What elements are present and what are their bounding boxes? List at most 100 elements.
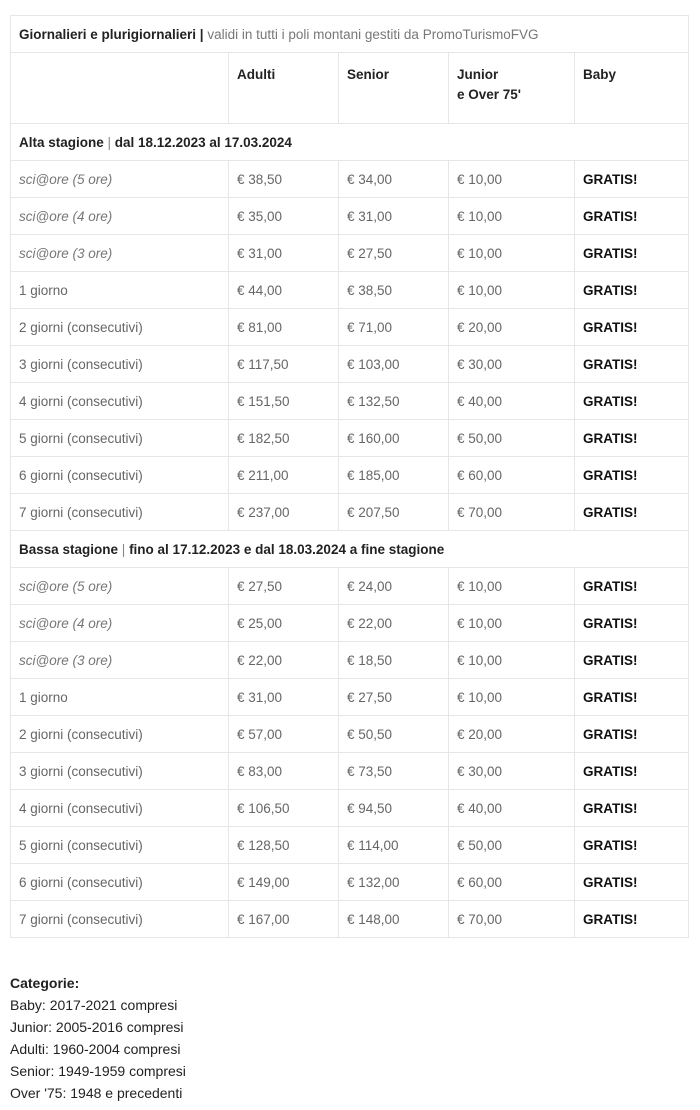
ticket-type: sci@ore (5 ore) [10,160,229,198]
price-senior: € 132,00 [338,863,449,901]
price-adulti: € 83,00 [228,752,339,790]
header-baby: Baby [573,52,690,124]
price-baby: GRATIS! [573,493,690,531]
price-junior: € 40,00 [448,789,575,827]
price-baby: GRATIS! [573,308,690,346]
header-row: Adulti Senior Junior e Over 75' Baby [10,52,690,124]
price-junior: € 40,00 [448,382,575,420]
price-table: Giornalieri e plurigiornalieri | validi … [9,15,690,938]
ticket-type: 7 giorni (consecutivi) [10,493,229,531]
table-title-row: Giornalieri e plurigiornalieri | validi … [9,15,690,53]
price-baby: GRATIS! [573,826,690,864]
price-junior: € 60,00 [448,863,575,901]
category-item: Over '75: 1948 e precedenti [10,1085,183,1101]
price-adulti: € 22,00 [228,641,339,679]
price-baby: GRATIS! [573,160,690,198]
section-label: Alta stagione [19,134,104,150]
price-junior: € 30,00 [448,345,575,383]
category-item: Senior: 1949-1959 compresi [10,1063,186,1079]
price-senior: € 207,50 [338,493,449,531]
table-row: 6 giorni (consecutivi) € 211,00 € 185,00 € … [10,456,690,494]
table-row: 7 giorni (consecutivi) € 167,00 € 148,00 € … [10,900,690,938]
ticket-type: sci@ore (3 ore) [10,234,229,272]
price-adulti: € 38,50 [228,160,339,198]
price-junior: € 10,00 [448,234,575,272]
price-baby: GRATIS! [573,234,690,272]
table-row: 5 giorni (consecutivi) € 128,50 € 114,00 € … [10,826,690,864]
table-row: 2 giorni (consecutivi) € 81,00 € 71,00 € 20… [10,308,690,346]
price-senior: € 103,00 [338,345,449,383]
price-senior: € 34,00 [338,160,449,198]
price-adulti: € 182,50 [228,419,339,457]
ticket-type: 4 giorni (consecutivi) [10,382,229,420]
price-senior: € 50,50 [338,715,449,753]
price-adulti: € 81,00 [228,308,339,346]
price-senior: € 148,00 [338,900,449,938]
category-item: Baby: 2017-2021 compresi [10,997,178,1013]
price-senior: € 22,00 [338,604,449,642]
ticket-type: sci@ore (3 ore) [10,641,229,679]
category-item: Adulti: 1960-2004 compresi [10,1041,181,1057]
section-dates: fino al 17.12.2023 e dal 18.03.2024 a fi… [129,541,445,557]
price-adulti: € 31,00 [228,234,339,272]
ticket-type: 3 giorni (consecutivi) [10,752,229,790]
category-item: Junior: 2005-2016 compresi [10,1019,184,1035]
price-junior: € 70,00 [448,493,575,531]
price-junior: € 20,00 [448,715,575,753]
table-row: 1 giorno € 31,00 € 27,50 € 10,00 GRATIS! [10,678,690,716]
price-junior: € 50,00 [448,419,575,457]
section-label: Bassa stagione [19,541,119,557]
table-row: 4 giorni (consecutivi) € 151,50 € 132,50 € … [10,382,690,420]
price-junior: € 10,00 [448,197,575,235]
price-baby: GRATIS! [573,419,690,457]
price-junior: € 10,00 [448,604,575,642]
price-baby: GRATIS! [573,678,690,716]
categories-heading: Categorie: [10,975,80,991]
price-junior: € 10,00 [448,567,575,605]
table-row: sci@ore (5 ore) € 38,50 € 34,00 € 10,00 GRAT… [10,160,690,198]
price-senior: € 132,50 [338,382,449,420]
ticket-type: 5 giorni (consecutivi) [10,826,229,864]
price-senior: € 27,50 [338,678,449,716]
price-baby: GRATIS! [573,715,690,753]
price-baby: GRATIS! [573,567,690,605]
price-baby: GRATIS! [573,345,690,383]
price-senior: € 114,00 [338,826,449,864]
price-adulti: € 106,50 [228,789,339,827]
ticket-type: 2 giorni (consecutivi) [10,308,229,346]
table-row: 1 giorno € 44,00 € 38,50 € 10,00 GRATIS! [10,271,690,309]
table-row: 4 giorni (consecutivi) € 106,50 € 94,50 € 4… [10,789,690,827]
price-junior: € 10,00 [448,678,575,716]
table-row: 5 giorni (consecutivi) € 182,50 € 160,00 € … [10,419,690,457]
price-senior: € 71,00 [338,308,449,346]
price-baby: GRATIS! [573,456,690,494]
price-adulti: € 35,00 [228,197,339,235]
ticket-type: 6 giorni (consecutivi) [10,456,229,494]
price-senior: € 38,50 [338,271,449,309]
ticket-type: 1 giorno [10,271,229,309]
price-baby: GRATIS! [573,271,690,309]
price-baby: GRATIS! [573,197,690,235]
ticket-type: 7 giorni (consecutivi) [10,900,229,938]
categories: Categorie: Baby: 2017-2021 compresi Juni… [10,972,186,1104]
price-adulti: € 25,00 [228,604,339,642]
table-row: 6 giorni (consecutivi) € 149,00 € 132,00 € … [10,863,690,901]
price-adulti: € 117,50 [228,345,339,383]
price-adulti: € 167,00 [228,900,339,938]
price-baby: GRATIS! [573,641,690,679]
price-adulti: € 27,50 [228,567,339,605]
price-adulti: € 237,00 [228,493,339,531]
price-baby: GRATIS! [573,604,690,642]
ticket-type: 3 giorni (consecutivi) [10,345,229,383]
table-row: sci@ore (4 ore) € 25,00 € 22,00 € 10,00 GRAT… [10,604,690,642]
section-row: Alta stagione | dal 18.12.2023 al 17.03.… [9,123,690,161]
table-title: Giornalieri e plurigiornalieri | [19,26,204,42]
price-baby: GRATIS! [573,752,690,790]
price-junior: € 60,00 [448,456,575,494]
price-adulti: € 149,00 [228,863,339,901]
ticket-type: sci@ore (4 ore) [10,604,229,642]
price-adulti: € 128,50 [228,826,339,864]
price-junior: € 50,00 [448,826,575,864]
ticket-type: 1 giorno [10,678,229,716]
table-row: 3 giorni (consecutivi) € 83,00 € 73,50 € 30… [10,752,690,790]
